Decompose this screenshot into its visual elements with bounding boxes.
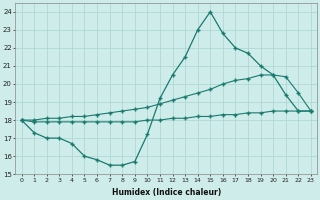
X-axis label: Humidex (Indice chaleur): Humidex (Indice chaleur) xyxy=(112,188,221,197)
